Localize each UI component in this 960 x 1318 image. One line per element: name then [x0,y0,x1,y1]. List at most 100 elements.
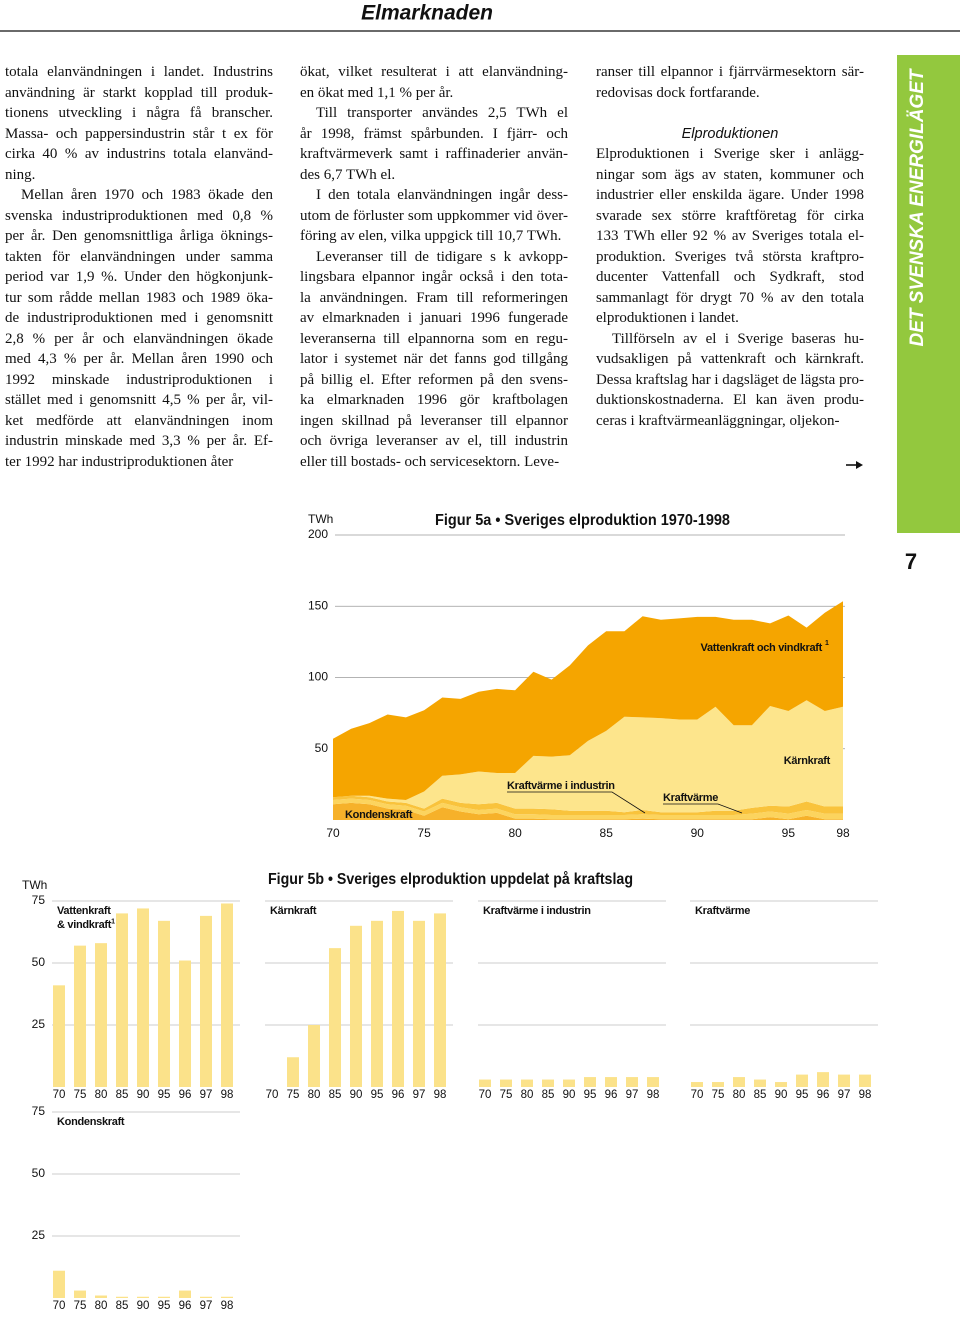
panel-label: Vattenkraft & vindkraft1 [57,904,117,932]
x-tick-label: 85 [542,1089,555,1101]
bar [796,1074,808,1087]
x-tick-label: 95 [158,1300,171,1312]
section-heading: Elproduktionen [681,125,779,142]
text-line: på billig el. Efter reformen på den sven… [300,371,568,388]
text-line: år 1998, främst spårbunden. I fjärr- och [300,125,568,142]
bar [859,1074,871,1087]
text-line: tionens utveckling i några få branscher. [5,105,273,121]
text-line: cirka 40 % av industrins totala elanvänd… [5,146,273,162]
bar [500,1079,512,1087]
x-tick-label: 95 [782,826,796,840]
bar [350,925,362,1087]
x-tick-label: 97 [200,1300,213,1312]
bar [53,1270,65,1298]
area-series [333,802,843,820]
x-tick-label: 70 [479,1089,492,1101]
text-line: vudsakligen på vattenkraft och kärnkraft… [596,351,864,367]
y-tick-label: 50 [32,1166,46,1180]
x-tick-label: 85 [329,1089,342,1101]
y-tick-label: 200 [308,527,328,541]
text-line: takten för elanvändningen under samma [5,248,273,265]
panel-label-text: Kondenskraft [57,1115,125,1128]
x-tick-label: 80 [733,1089,746,1101]
bar [521,1079,533,1087]
text-line: Leveranser till de tidigare s k avkopp- [316,248,568,265]
x-tick-label: 90 [691,826,705,840]
text-line: med 4,3 % per år. Mellan åren 1990 och [5,351,273,367]
bar [563,1079,575,1087]
x-tick-label: 85 [116,1300,129,1312]
panel-label-text: Kraftvärme [695,904,751,917]
text-line: 2,8 % per år och elanvändningen ökade [5,330,273,347]
panel-label-text: Vattenkraft & vindkraft [57,904,112,931]
x-tick-label: 70 [266,1089,279,1101]
x-tick-label: 70 [691,1089,704,1101]
x-tick-label: 70 [53,1300,66,1312]
panel-label: Kärnkraft [270,904,332,918]
text-line: Dessa kraftslag har i dagsläget de lägst… [596,371,864,388]
footnote-mark: 1 [111,917,115,925]
x-tick-label: 85 [600,826,614,840]
bar [200,915,212,1087]
text-line: Mellan åren 1970 och 1983 ökade den [21,187,273,203]
bar [308,1025,320,1087]
bar [137,1296,149,1298]
text-line: eller till bostads- och servicesektorn. … [300,453,560,470]
bar [74,1290,86,1298]
x-tick-label: 98 [859,1089,872,1101]
text-line: ökat, vilket resulterat i att elanvändni… [300,64,568,80]
x-tick-label: 95 [158,1089,171,1101]
text-line: kraftvärmeverk samt i raffinaderier anvä… [300,146,568,162]
bar [179,960,191,1087]
text-line: la användningen. Fram till reformeringen [300,289,568,306]
x-tick-label: 95 [371,1089,384,1101]
bar [74,945,86,1087]
x-tick-label: 97 [626,1089,639,1101]
text-line: ning. [5,166,36,183]
x-tick-label: 75 [712,1089,725,1101]
x-tick-label: 98 [221,1089,234,1101]
y-tick-label: 50 [315,741,329,755]
y-tick-label: 50 [32,955,46,969]
bar [775,1082,787,1087]
text-line: användning är starkt kopplad till produk… [5,84,273,101]
text-line: utom de förluster som uppkommer vid över… [300,207,568,224]
x-tick-label: 98 [647,1089,660,1101]
series-label: Kraftvärme i industrin [507,780,615,792]
bar [605,1077,617,1087]
bar [329,948,341,1087]
text-line: per år. Den genomsnittliga årliga ökning… [5,228,273,244]
bar [479,1079,491,1087]
chart-title: Figur 5a • Sveriges elproduktion 1970-19… [435,512,730,529]
x-tick-label: 95 [796,1089,809,1101]
panel-label: Kraftvärme [695,904,757,918]
x-tick-label: 90 [350,1089,363,1101]
x-tick-label: 98 [434,1089,447,1101]
x-tick-label: 75 [287,1089,300,1101]
bar [116,913,128,1087]
x-tick-label: 75 [500,1089,513,1101]
text-line: des 6,7 TWh el. [300,166,396,183]
series-label: Vattenkraft och vindkraft [701,642,823,654]
bar [712,1082,724,1087]
x-tick-label: 80 [508,826,522,840]
x-tick-label: 85 [116,1089,129,1101]
x-tick-label: 97 [200,1089,213,1101]
x-tick-label: 95 [584,1089,597,1101]
bar [691,1082,703,1087]
text-line: sammanlagt för drygt 70 % av den totala [596,289,864,306]
y-tick-label: 25 [32,1228,46,1242]
bar [221,903,233,1087]
panel-label-text: Kärnkraft [270,904,317,917]
series-label: Kraftvärme [663,792,718,804]
bar [158,1296,170,1298]
bar [95,943,107,1087]
x-tick-label: 98 [836,826,850,840]
text-line: lingsbara elpannor ingår också i den tot… [300,269,568,285]
x-tick-label: 85 [754,1089,767,1101]
area-series [333,601,843,800]
bar [200,1296,212,1298]
bar [542,1079,554,1087]
x-tick-label: 75 [74,1300,87,1312]
